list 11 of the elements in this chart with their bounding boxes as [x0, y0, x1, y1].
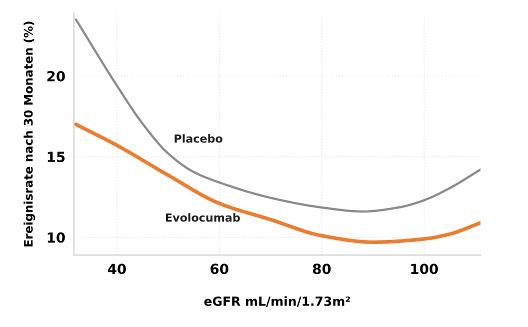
series-label: Placebo	[174, 134, 222, 143]
x-axis-title: eGFR mL/min/1.73m²	[204, 296, 350, 307]
y-tick-label: 10	[48, 232, 65, 243]
x-tick-label: 60	[210, 264, 228, 274]
x-tick-label: 80	[312, 264, 331, 274]
x-tick-label: 40	[108, 264, 126, 274]
y-axis-title: Ereignisrate nach 30 Monaten (%)	[24, 22, 36, 246]
x-tick-label: 100	[411, 264, 438, 274]
y-tick-label: 20	[47, 70, 65, 82]
series-label: Evolocumab	[166, 213, 240, 222]
y-tick-label: 15	[48, 152, 65, 162]
